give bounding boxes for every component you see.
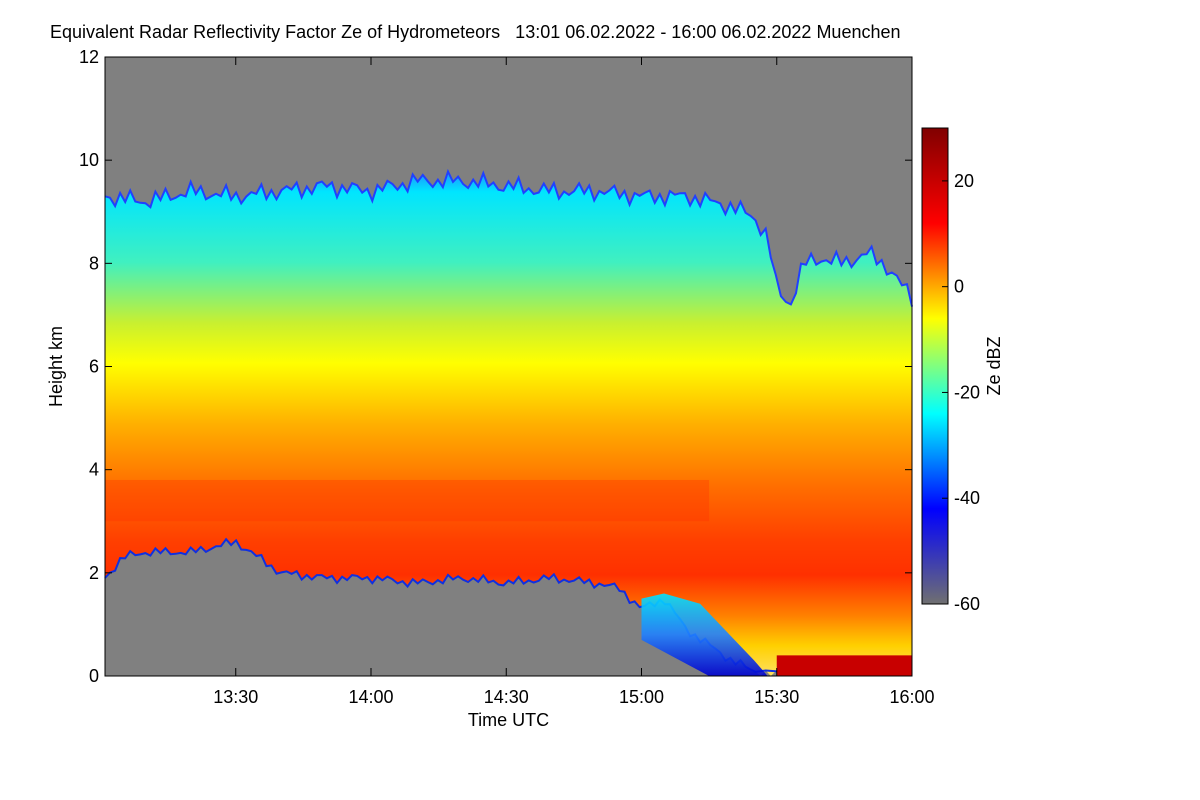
colorbar-tick-label-0: 0 — [954, 277, 964, 297]
surface-rain-echo — [776, 655, 912, 676]
colorbar-tick-label--40: -40 — [954, 488, 980, 508]
y-tick-label-10: 10 — [79, 150, 99, 170]
y-tick-label-8: 8 — [89, 253, 99, 273]
x-tick-label-13:30: 13:30 — [213, 687, 258, 707]
y-tick-label-12: 12 — [79, 47, 99, 67]
chart-title: Equivalent Radar Reflectivity Factor Ze … — [50, 22, 901, 42]
colorbar-tick-label--60: -60 — [954, 594, 980, 614]
bright-band — [105, 479, 710, 522]
x-tick-label-14:30: 14:30 — [484, 687, 529, 707]
x-tick-label-16:00: 16:00 — [889, 687, 934, 707]
y-tick-label-0: 0 — [89, 666, 99, 686]
precipitation-fall-streaks — [641, 593, 768, 676]
y-tick-label-6: 6 — [89, 357, 99, 377]
x-tick-label-14:00: 14:00 — [348, 687, 393, 707]
y-tick-label-4: 4 — [89, 460, 99, 480]
colorbar-tick-label--20: -20 — [954, 382, 980, 402]
x-tick-label-15:30: 15:30 — [754, 687, 799, 707]
x-tick-label-15:00: 15:00 — [619, 687, 664, 707]
colorbar-label: Ze dBZ — [984, 336, 1004, 395]
y-tick-label-2: 2 — [89, 563, 99, 583]
colorbar — [921, 127, 949, 605]
colorbar-tick-label-20: 20 — [954, 171, 974, 191]
cloud-echo-region — [105, 171, 912, 676]
y-axis-label: Height km — [46, 326, 66, 407]
x-axis-label: Time UTC — [468, 710, 549, 730]
cloud-top-edge — [104, 168, 913, 307]
